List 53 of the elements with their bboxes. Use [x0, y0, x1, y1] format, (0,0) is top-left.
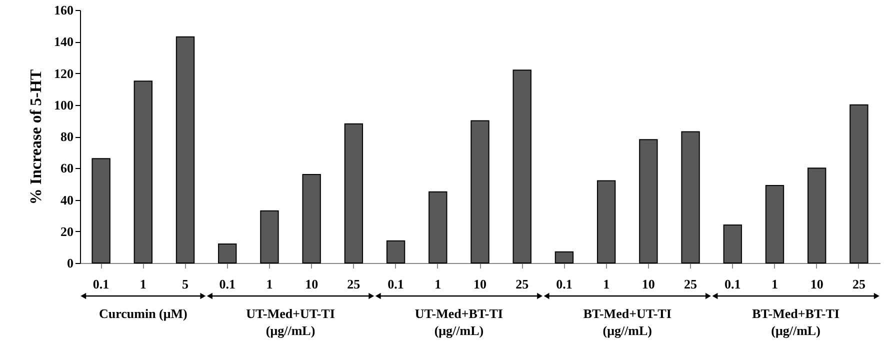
bar — [386, 240, 406, 264]
bar — [176, 36, 195, 264]
y-tick-label: 120 — [54, 66, 74, 81]
x-tick-label: 0.1 — [724, 276, 741, 292]
x-tick-label: 1 — [434, 276, 442, 292]
x-tick-label: 1 — [771, 276, 778, 292]
y-tick-label: 160 — [54, 2, 74, 18]
y-tick-label: 140 — [54, 34, 74, 50]
x-tick-label: 25 — [347, 276, 361, 292]
bar — [134, 80, 152, 264]
x-tick-label: 25 — [684, 276, 698, 292]
bar — [554, 251, 574, 264]
x-tick-label: 5 — [182, 276, 190, 292]
bar — [92, 158, 110, 264]
text: UT-Med+BT-TI (μg//mL) — [414, 306, 503, 338]
x-tick-label: 0.1 — [92, 276, 110, 292]
bar — [344, 123, 364, 264]
bar — [723, 224, 742, 264]
y-tick-label: 100 — [54, 97, 74, 112]
bar — [850, 104, 868, 264]
x-tick-label: 10 — [474, 276, 486, 292]
y-tick-label: 0 — [67, 256, 74, 270]
bar — [808, 168, 826, 264]
bar — [470, 120, 490, 264]
y-tick-label: 80 — [60, 129, 74, 144]
x-tick-label: 1 — [140, 276, 146, 292]
bar — [596, 180, 616, 264]
bar — [639, 139, 658, 264]
text: UT-Med+UT-TI (μg//mL) — [246, 306, 335, 338]
x-tick-label: 0.1 — [219, 276, 236, 292]
y-tick-label: 40 — [60, 192, 74, 208]
text: BT-Med+UT-TI (μg//mL) — [583, 306, 672, 338]
x-tick-label: 10 — [305, 276, 318, 292]
bar — [260, 210, 279, 264]
bar — [512, 70, 532, 264]
bar — [428, 191, 448, 264]
text: Curcumin (μM) — [98, 306, 188, 321]
bar — [302, 174, 321, 264]
x-tick-label: 25 — [516, 276, 530, 292]
x-tick-label: 1 — [266, 276, 273, 292]
bar — [765, 185, 784, 264]
x-tick-label: 10 — [810, 276, 824, 292]
x-tick-label: 0.1 — [556, 276, 572, 292]
x-tick-label: 0.1 — [388, 276, 404, 292]
bar — [218, 244, 237, 264]
y-tick-label: 20 — [60, 224, 74, 239]
x-tick-label: 25 — [852, 276, 866, 292]
y-tick-label: 60 — [60, 160, 74, 176]
x-tick-label: 10 — [642, 276, 655, 292]
y-axis-title: % Increase of 5-HT — [28, 69, 45, 205]
bar — [681, 131, 700, 264]
x-tick-label: 1 — [603, 276, 610, 292]
text: BT-Med+BT-TI (μg//mL) — [752, 306, 840, 338]
